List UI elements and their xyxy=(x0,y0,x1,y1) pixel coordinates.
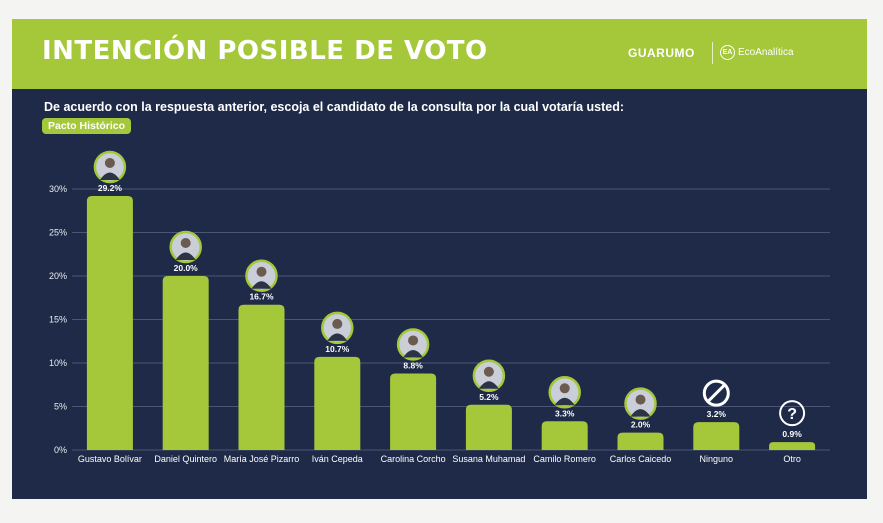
category-label: Camilo Romero xyxy=(533,454,596,464)
value-label: 5.2% xyxy=(479,392,499,402)
bar xyxy=(769,442,816,450)
bar xyxy=(238,304,285,450)
value-label: 3.3% xyxy=(555,408,575,418)
bar xyxy=(617,432,664,450)
avatar-body xyxy=(554,397,575,406)
survey-question: De acuerdo con la respuesta anterior, es… xyxy=(44,100,625,114)
avatar-body xyxy=(99,172,120,180)
category-label: María José Pizarro xyxy=(224,454,300,464)
avatar-head xyxy=(559,383,570,394)
y-tick-label: 0% xyxy=(54,445,67,455)
category-label: Susana Muhamad xyxy=(452,454,525,464)
y-tick-label: 15% xyxy=(49,315,67,325)
y-tick-label: 25% xyxy=(49,228,67,238)
value-label: 3.2% xyxy=(707,409,727,419)
value-label: 0.9% xyxy=(782,429,802,439)
bar xyxy=(162,276,209,450)
bar-chart: 0% 5% 10% 15% 20% 25% 30% Gustavo Bolívar 29.2% D… xyxy=(49,150,830,464)
avatar-body xyxy=(478,381,499,389)
value-label: 10.7% xyxy=(325,344,350,354)
category-label: Carlos Caicedo xyxy=(610,454,672,464)
page-title: INTENCIÓN POSIBLE DE VOTO xyxy=(42,36,488,66)
y-tick-label: 5% xyxy=(54,402,67,412)
y-tick-label: 10% xyxy=(49,358,67,368)
avatar-body xyxy=(630,409,651,417)
avatar-body xyxy=(251,281,272,289)
category-label: Daniel Quintero xyxy=(154,454,217,464)
bar xyxy=(390,373,437,450)
value-label: 8.8% xyxy=(403,360,423,370)
ecoanalitica-logo: EA EcoAnalítica xyxy=(720,45,794,60)
bar xyxy=(86,195,133,450)
avatar-body xyxy=(327,333,348,341)
guarumo-logo: GUARUMO xyxy=(628,46,695,60)
value-label: 29.2% xyxy=(98,183,123,193)
value-label: 2.0% xyxy=(631,420,651,430)
avatar-body xyxy=(403,349,424,358)
value-label: 16.7% xyxy=(249,292,274,302)
bar xyxy=(465,404,512,450)
ecoanalitica-label: EcoAnalítica xyxy=(738,47,794,58)
category-label: Carolina Corcho xyxy=(381,454,446,464)
bar xyxy=(314,356,361,450)
category-label: Iván Cepeda xyxy=(312,454,363,464)
avatar-head xyxy=(180,238,191,248)
avatar-head xyxy=(635,394,646,405)
category-label: Gustavo Bolívar xyxy=(78,454,142,464)
logo-divider xyxy=(712,42,713,64)
value-label: 20.0% xyxy=(174,263,199,273)
avatar-head xyxy=(104,157,115,168)
avatar-head xyxy=(483,366,494,377)
question-icon xyxy=(779,400,806,427)
avatar-head xyxy=(332,318,343,329)
y-tick-label: 20% xyxy=(49,271,67,281)
category-label: Otro xyxy=(783,454,801,464)
y-tick-label: 30% xyxy=(49,184,67,194)
question-icon-glyph: ? xyxy=(787,406,797,423)
header-bar: INTENCIÓN POSIBLE DE VOTO GUARUMO EA Eco… xyxy=(12,19,867,89)
chart-card: INTENCIÓN POSIBLE DE VOTO GUARUMO EA Eco… xyxy=(12,19,867,499)
party-tag: Pacto Histórico xyxy=(42,118,132,134)
avatar-body xyxy=(175,252,196,260)
bar xyxy=(541,421,588,450)
ecoanalitica-icon: EA xyxy=(720,45,735,60)
bar xyxy=(693,422,740,450)
no-entry-icon xyxy=(702,379,730,407)
avatar-head xyxy=(408,335,419,346)
category-label: Ninguno xyxy=(700,454,734,464)
avatar-head xyxy=(256,266,267,277)
no-entry-icon-slash xyxy=(707,384,726,403)
